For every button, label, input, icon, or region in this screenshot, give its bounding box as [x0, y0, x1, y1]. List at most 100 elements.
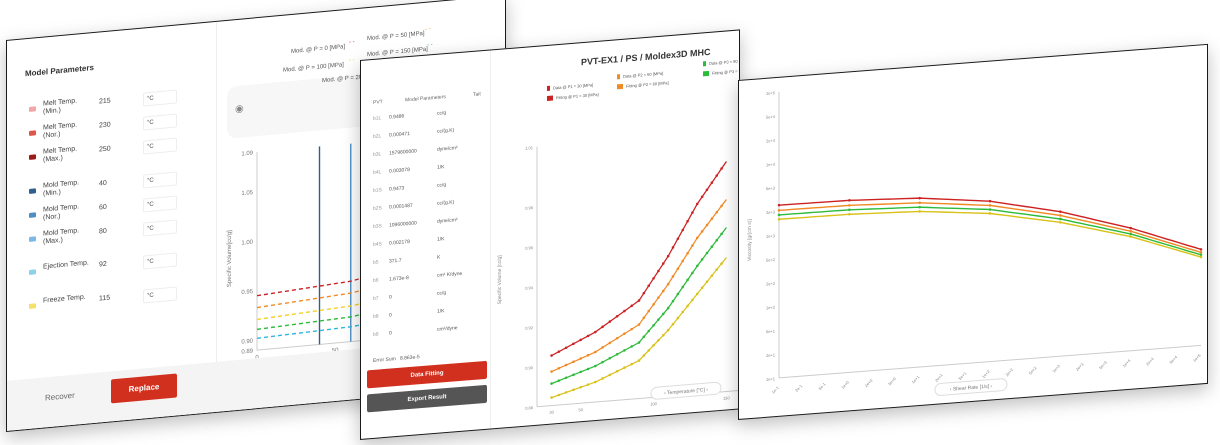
export-result-button[interactable]: Export Result [367, 384, 487, 413]
parameter-value-input[interactable]: 40 [99, 179, 107, 188]
data-point [579, 370, 583, 374]
color-swatch [29, 269, 36, 276]
x-tick-label: 100 [650, 401, 657, 407]
parameter-value-input[interactable]: 115 [99, 294, 111, 303]
parameter-value: 0.000471 [389, 130, 410, 139]
data-point [666, 306, 670, 310]
parameter-key: b1L [373, 115, 382, 122]
x-tick-label: 2e+4 [1145, 356, 1155, 367]
replace-button[interactable]: Replace [111, 373, 177, 404]
color-swatch [29, 211, 36, 218]
data-point [572, 388, 575, 392]
parameter-value: 1.673e-8 [389, 275, 409, 283]
parameter-label: Mold Temp. (Nor.) [43, 202, 80, 222]
data-point [671, 246, 675, 249]
parameter-value: 0.002178 [389, 238, 410, 247]
parameter-value-input[interactable]: 250 [99, 145, 111, 154]
data-point [681, 228, 685, 232]
data-point [593, 350, 597, 354]
data-point [848, 212, 851, 216]
x-tick-label: 2e-1 [794, 383, 804, 393]
parameter-key: b9 [373, 331, 379, 338]
data-point [637, 359, 641, 362]
x-tick-label: 1e+0 [840, 379, 850, 390]
parameter-key: b4L [373, 169, 382, 176]
data-point [630, 327, 634, 331]
data-point [642, 291, 646, 295]
eye-icon[interactable]: ◉ [235, 103, 244, 116]
data-point [630, 304, 634, 308]
parameter-unit: dyne/cm² [437, 217, 458, 225]
data-point [1059, 221, 1062, 224]
y-tick-label: 1e+4 [766, 162, 776, 168]
data-point [1199, 251, 1203, 254]
x-tick-label: 1e+1 [910, 374, 920, 385]
data-point [700, 195, 704, 199]
unit-field: °C [143, 171, 177, 189]
data-point [720, 204, 723, 208]
y-tick-label: 5e+3 [766, 185, 776, 191]
data-point [671, 299, 675, 303]
x-tick-label: 1e+2 [981, 368, 991, 379]
data-point [695, 292, 699, 296]
data-point [918, 201, 921, 205]
legend-item: Mod. @ P = 50 [MPa] [367, 30, 425, 43]
color-swatch [29, 106, 36, 112]
color-swatch [29, 303, 36, 309]
data-point [623, 309, 626, 313]
data-point [848, 204, 851, 207]
parameter-row: Ejection Temp. 92 °C [7, 247, 217, 286]
data-point [572, 342, 575, 346]
tait-parameter-row: b6 1.673e-8 cm² K/dyne [373, 268, 491, 287]
x-tick-label: 50 [578, 407, 583, 412]
data-point [676, 237, 680, 241]
data-point [705, 280, 709, 284]
tait-parameter-row: b2L 0.000471 cc/(g.K) [373, 124, 491, 143]
fitting-line [551, 199, 727, 373]
y-tick-label: 1.00 [241, 240, 253, 247]
data-point [608, 373, 612, 377]
parameter-unit: cc/(g.K) [437, 127, 455, 135]
data-point [1129, 235, 1132, 238]
viscosity-curve [779, 206, 1202, 256]
parameter-value-input[interactable]: 215 [99, 97, 111, 106]
x-tick-label: 2e+3 [1075, 361, 1085, 372]
parameter-unit: cc/g [437, 110, 447, 117]
legend-item: Data @ P1 = 30 [MPa] [547, 82, 594, 91]
parameter-key: b2S [373, 205, 382, 212]
data-point [623, 332, 626, 336]
data-point [661, 289, 665, 293]
parameter-value: 371.7 [389, 257, 402, 265]
recover-button[interactable]: Recover [45, 390, 75, 403]
data-point [661, 333, 665, 337]
parameter-unit: cc/(g.K) [437, 199, 455, 207]
data-point [1059, 217, 1062, 221]
parameter-value-input[interactable]: 92 [99, 261, 107, 269]
parameter-value-input[interactable]: 60 [99, 203, 107, 212]
x-tick-label: 5e-1 [817, 381, 827, 391]
data-point [601, 325, 604, 329]
data-point [848, 208, 851, 212]
data-point [657, 296, 660, 299]
data-point [550, 354, 553, 357]
parameter-unit: cm² K/dyne [437, 270, 463, 279]
data-point [623, 349, 626, 352]
y-tick-label: 1e+1 [766, 376, 776, 382]
parameter-value-input[interactable]: 80 [99, 227, 107, 236]
data-fitting-button[interactable]: Data Fitting [367, 360, 487, 389]
y-axis-label: Specific Volume[cc/g] [227, 230, 233, 288]
y-tick-label: 0.90 [241, 339, 253, 346]
tait-parameter-table: PVT Model Parameters Tait b1L 0.9486 cc/g b… [361, 50, 491, 440]
parameter-value-input[interactable]: 230 [99, 121, 111, 130]
tait-parameter-row: b3L 1579600000 dyne/cm² [373, 142, 491, 161]
tait-parameter-row: b1S 0.9473 cc/g [373, 178, 491, 197]
data-point [686, 252, 689, 255]
parameter-unit: 1/K [437, 164, 445, 171]
data-point [564, 376, 568, 380]
legend-item: Data @ P2 = 60 [MPa] [617, 70, 664, 80]
data-point [557, 367, 561, 370]
parameter-unit: 1/K [437, 236, 445, 243]
tait-parameter-row: b4L 0.003078 1/K [373, 160, 491, 179]
parameter-key: b4S [373, 241, 382, 248]
x-tick-label: 1e+3 [1051, 363, 1061, 374]
